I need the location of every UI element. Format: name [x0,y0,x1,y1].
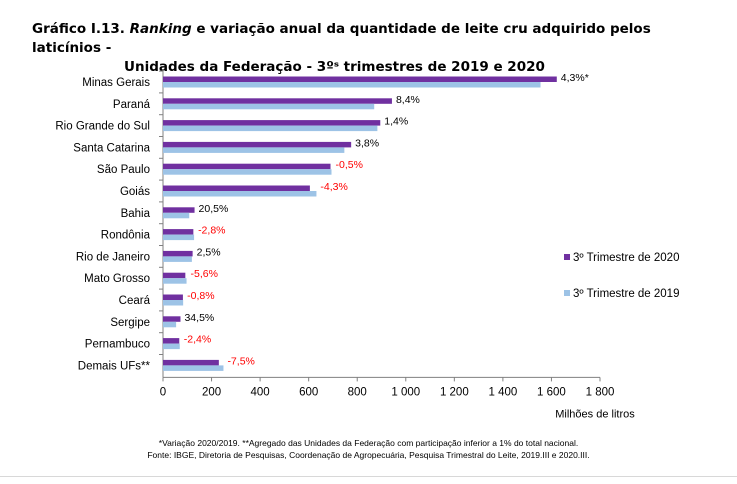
bar-2019 [163,82,541,88]
category-label: São Paulo [97,164,150,176]
bar-2019 [163,169,332,175]
bar-2019 [163,147,345,153]
data-label: -7,5% [227,355,254,367]
legend-label: 3º Trimestre de 2020 [573,252,679,264]
bar-2019 [163,321,177,328]
category-label: Bahia [121,208,151,220]
x-tick-label: 800 [348,386,367,398]
bar-2020 [163,272,186,279]
title-rest: e variação anual da quantidade de leite … [32,21,651,56]
data-label: 2,5% [197,246,221,258]
x-tick-label: 1 200 [440,386,469,398]
category-label: Pernambuco [85,339,150,351]
bottom-divider [0,476,737,477]
bar-2019 [163,234,195,241]
bar-2020 [163,120,381,126]
data-label: -0,8% [187,290,214,302]
bar-2020 [163,316,181,322]
bar-2019 [163,256,192,262]
category-label: Demais UFs** [78,360,151,372]
bar-2019 [163,191,317,197]
x-tick-label: 0 [160,386,166,398]
data-label: 8,4% [396,94,420,106]
category-label: Paraná [113,99,151,111]
bar-2019 [163,365,224,371]
bar-2019 [163,125,378,132]
title-line2: Unidades da Federação - 3ºˢ trimestres d… [124,59,545,75]
bar-2020 [163,76,557,82]
bar-2020 [163,98,392,104]
title-italic-word: Ranking [129,21,192,37]
category-label: Rio de Janeiro [76,251,150,263]
category-label: Minas Gerais [82,77,150,89]
bar-2019 [163,212,190,219]
bar-2020 [163,250,193,257]
x-tick-label: 1 800 [586,386,615,398]
x-axis-label: Milhões de litros [555,408,635,420]
category-label: Rondônia [101,230,151,242]
category-label: Ceará [119,295,151,307]
legend-label: 3º Trimestre de 2019 [573,288,679,300]
data-label: -5,6% [191,268,218,280]
bar-2019 [163,103,375,110]
category-label: Rio Grande do Sul [55,121,150,133]
bar-2019 [163,300,184,306]
x-tick-label: 400 [251,386,270,398]
bar-2019 [163,278,187,284]
data-label: 34,5% [184,312,214,324]
x-tick-label: 200 [202,386,221,398]
legend-swatch [564,254,570,260]
footnote-source: Fonte: IBGE, Diretoria de Pesquisas, Coo… [147,450,590,460]
bar-2020 [163,163,331,170]
chart-title: Gráfico I.13. Ranking e variação anual d… [32,20,722,77]
title-prefix: Gráfico I.13. [32,21,125,37]
bar-2020 [163,185,310,191]
data-label: 20,5% [199,203,229,215]
bar-2019 [163,343,180,350]
data-label: 3,8% [355,137,379,149]
bar-2020 [163,294,183,300]
category-label: Goiás [120,186,150,198]
legend-swatch [564,290,570,296]
data-label: -2,8% [198,225,225,237]
bar-2020 [163,229,194,235]
category-label: Santa Catarina [73,142,150,154]
data-label: -0,5% [335,159,362,171]
bar-2020 [163,141,352,148]
category-label: Sergipe [110,317,150,329]
footnote-variation: *Variação 2020/2019. **Agregado das Unid… [158,438,579,448]
x-tick-label: 1 400 [488,386,517,398]
data-label: 4,3%* [561,72,589,84]
data-label: -4,3% [320,181,347,193]
category-label: Mato Grosso [84,273,150,285]
bar-chart: Minas Gerais 4,3%* Paraná 8,4% Rio Grande do… [55,70,679,420]
data-label: 1,4% [384,116,408,128]
x-tick-label: 1 000 [391,386,420,398]
data-label: -2,4% [184,334,211,346]
x-tick-label: 600 [299,386,318,398]
bar-2020 [163,359,219,366]
bar-2020 [163,338,180,344]
x-tick-label: 1 600 [537,386,566,398]
bar-2020 [163,207,195,213]
